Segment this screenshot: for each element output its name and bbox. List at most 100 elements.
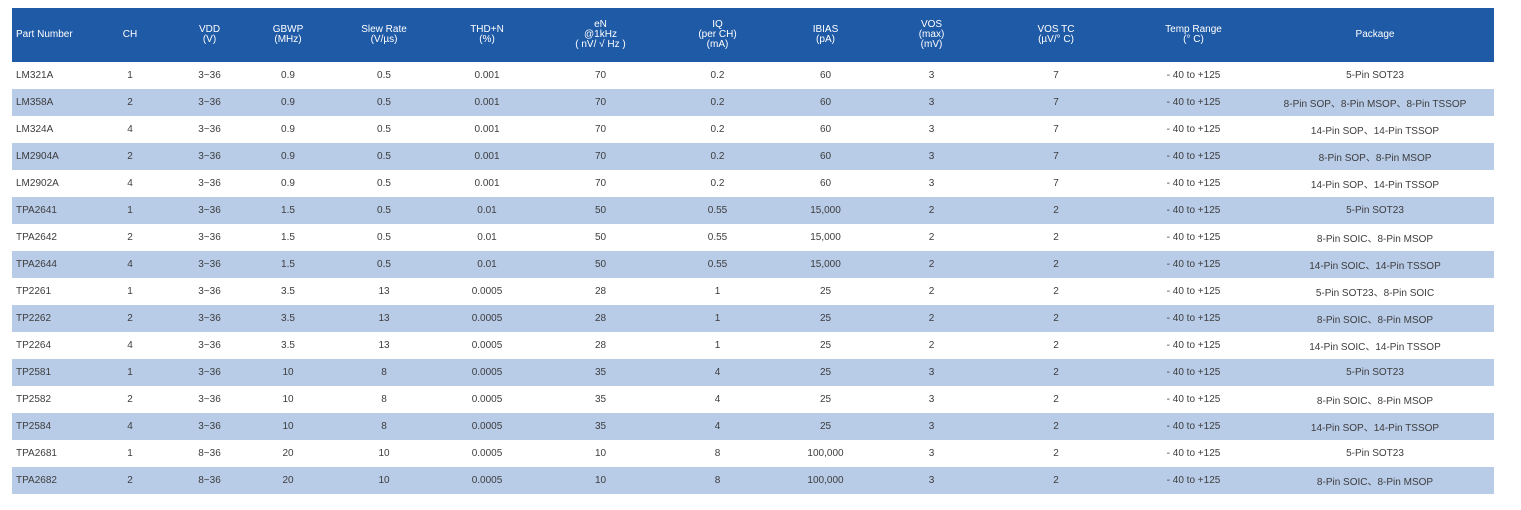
column-header-line: (per CH) [698, 29, 737, 40]
cell-en-noise: 70 [594, 97, 607, 108]
cell-vos: 3 [928, 367, 935, 378]
cell-slew-rate: 13 [378, 286, 390, 297]
cell-thd-n: 0.0005 [471, 340, 503, 351]
column-header-line: (MHz) [274, 34, 302, 45]
cell-thd-n: 0.001 [474, 178, 500, 189]
table-row: TPA2681 1 8~36 20 10 0.0005 10 8 100,000 3 2 - 40 t… [12, 440, 1494, 467]
cell-slew-rate: 8 [381, 421, 387, 432]
column-header-line: (V/µs) [370, 34, 398, 45]
table-row: TP2582 2 3~36 10 8 0.0005 35 4 25 3 2 - 40 to +125 8… [12, 386, 1494, 413]
cell-vos-tc: 2 [1053, 340, 1059, 351]
cell-gbwp: 0.9 [281, 97, 295, 108]
cell-package: 5-Pin SOT23 [1346, 367, 1404, 378]
table-row: TP2261 1 3~36 3.5 13 0.0005 28 1 25 2 2 - 40 to +12… [12, 278, 1494, 305]
cell-ch: 1 [127, 448, 133, 459]
cell-vos: 3 [928, 394, 935, 405]
cell-part-number: LM2904A [16, 151, 59, 162]
table-row: TP2584 4 3~36 10 8 0.0005 35 4 25 3 2 - 40 to +125 1… [12, 413, 1494, 440]
column-header-gbwp: GBWP (MHz) [247, 8, 329, 62]
cell-gbwp: 3.5 [281, 340, 295, 351]
table-row: LM358A 2 3~36 0.9 0.5 0.001 70 0.2 60 3 7 - 40 to +… [12, 89, 1494, 116]
cell-gbwp: 10 [282, 421, 294, 432]
cell-vdd: 8~36 [198, 448, 221, 459]
cell-ch: 2 [127, 475, 133, 486]
cell-vdd: 3~36 [198, 313, 221, 324]
cell-slew-rate: 10 [378, 475, 390, 486]
cell-part-number: TP2264 [16, 340, 52, 351]
cell-iq: 1 [714, 286, 721, 297]
cell-iq: 8 [714, 475, 721, 486]
cell-temp-range: - 40 to +125 [1166, 97, 1221, 108]
cell-en-noise: 70 [594, 178, 607, 189]
table-row: LM2904A 2 3~36 0.9 0.5 0.001 70 0.2 60 3 7 - 40 to … [12, 143, 1494, 170]
column-header-line: (%) [479, 34, 495, 45]
column-header-line: eN [594, 19, 607, 30]
cell-vdd: 8~36 [198, 475, 221, 486]
cell-thd-n: 0.0005 [471, 313, 503, 324]
cell-slew-rate: 0.5 [377, 205, 391, 216]
cell-ch: 2 [127, 232, 133, 243]
cell-part-number: LM324A [16, 124, 54, 135]
cell-ch: 2 [127, 97, 133, 108]
cell-slew-rate: 0.5 [377, 124, 391, 135]
cell-vos: 3 [928, 124, 935, 135]
column-header-line: Package [1355, 29, 1395, 40]
cell-package: 8-Pin SOP、8-Pin MSOP [1318, 153, 1432, 164]
cell-package: 8-Pin SOIC、8-Pin MSOP [1316, 234, 1434, 245]
cell-ch: 4 [127, 124, 133, 135]
cell-slew-rate: 0.5 [377, 232, 391, 243]
column-header-line: (pA) [816, 34, 835, 45]
table-row: TPA2641 1 3~36 1.5 0.5 0.01 50 0.55 15,000 2 2 - 40… [12, 197, 1494, 224]
column-header-line: VOS [920, 19, 943, 30]
table-row: TPA2644 4 3~36 1.5 0.5 0.01 50 0.55 15,000 2 2 - 40… [12, 251, 1494, 278]
table-row: LM321A 1 3~36 0.9 0.5 0.001 70 0.2 60 3 7 - 40 to +… [12, 62, 1494, 89]
cell-ibias: 25 [819, 340, 832, 351]
cell-ibias: 60 [819, 124, 832, 135]
cell-temp-range: - 40 to +125 [1166, 178, 1221, 189]
cell-thd-n: 0.0005 [471, 475, 503, 486]
cell-temp-range: - 40 to +125 [1166, 394, 1221, 405]
cell-gbwp: 10 [282, 367, 294, 378]
cell-ibias: 25 [819, 421, 832, 432]
cell-temp-range: - 40 to +125 [1166, 259, 1221, 270]
cell-vdd: 3~36 [198, 421, 221, 432]
cell-gbwp: 20 [282, 475, 294, 486]
cell-package: 5-Pin SOT23、8-Pin SOIC [1315, 288, 1435, 299]
cell-en-noise: 10 [594, 475, 607, 486]
cell-slew-rate: 0.5 [377, 259, 391, 270]
cell-en-noise: 35 [594, 421, 607, 432]
cell-vos: 3 [928, 448, 935, 459]
cell-en-noise: 35 [594, 367, 607, 378]
cell-vdd: 3~36 [198, 367, 221, 378]
cell-vdd: 3~36 [198, 124, 221, 135]
cell-vos: 3 [928, 97, 935, 108]
cell-gbwp: 0.9 [281, 70, 295, 81]
cell-gbwp: 20 [282, 448, 294, 459]
cell-thd-n: 0.0005 [471, 367, 503, 378]
cell-vos-tc: 7 [1053, 124, 1059, 135]
cell-part-number: TPA2682 [16, 475, 57, 486]
cell-ch: 1 [127, 205, 133, 216]
cell-iq: 0.55 [707, 205, 728, 216]
cell-temp-range: - 40 to +125 [1166, 124, 1221, 135]
column-header-line: Temp Range [1165, 24, 1222, 35]
cell-slew-rate: 0.5 [377, 70, 391, 81]
table-row: LM324A 4 3~36 0.9 0.5 0.001 70 0.2 60 3 7 - 40 to +… [12, 116, 1494, 143]
cell-en-noise: 50 [594, 205, 607, 216]
cell-thd-n: 0.0005 [471, 286, 503, 297]
cell-part-number: TPA2644 [16, 259, 57, 270]
cell-vdd: 3~36 [198, 205, 221, 216]
cell-vdd: 3~36 [198, 97, 221, 108]
cell-ibias: 15,000 [810, 205, 841, 216]
cell-iq: 0.2 [710, 70, 725, 81]
cell-gbwp: 3.5 [281, 313, 295, 324]
cell-vos: 2 [928, 340, 935, 351]
cell-ch: 2 [127, 151, 133, 162]
cell-vdd: 3~36 [198, 259, 221, 270]
column-header-line: Part Number [16, 29, 73, 40]
cell-part-number: TP2584 [16, 421, 52, 432]
cell-vos: 2 [928, 286, 935, 297]
cell-package: 8-Pin SOIC、8-Pin MSOP [1316, 477, 1434, 488]
column-header-en-noise: eN @1kHz( nV/ √ Hz ) [535, 8, 666, 62]
cell-temp-range: - 40 to +125 [1166, 151, 1221, 162]
